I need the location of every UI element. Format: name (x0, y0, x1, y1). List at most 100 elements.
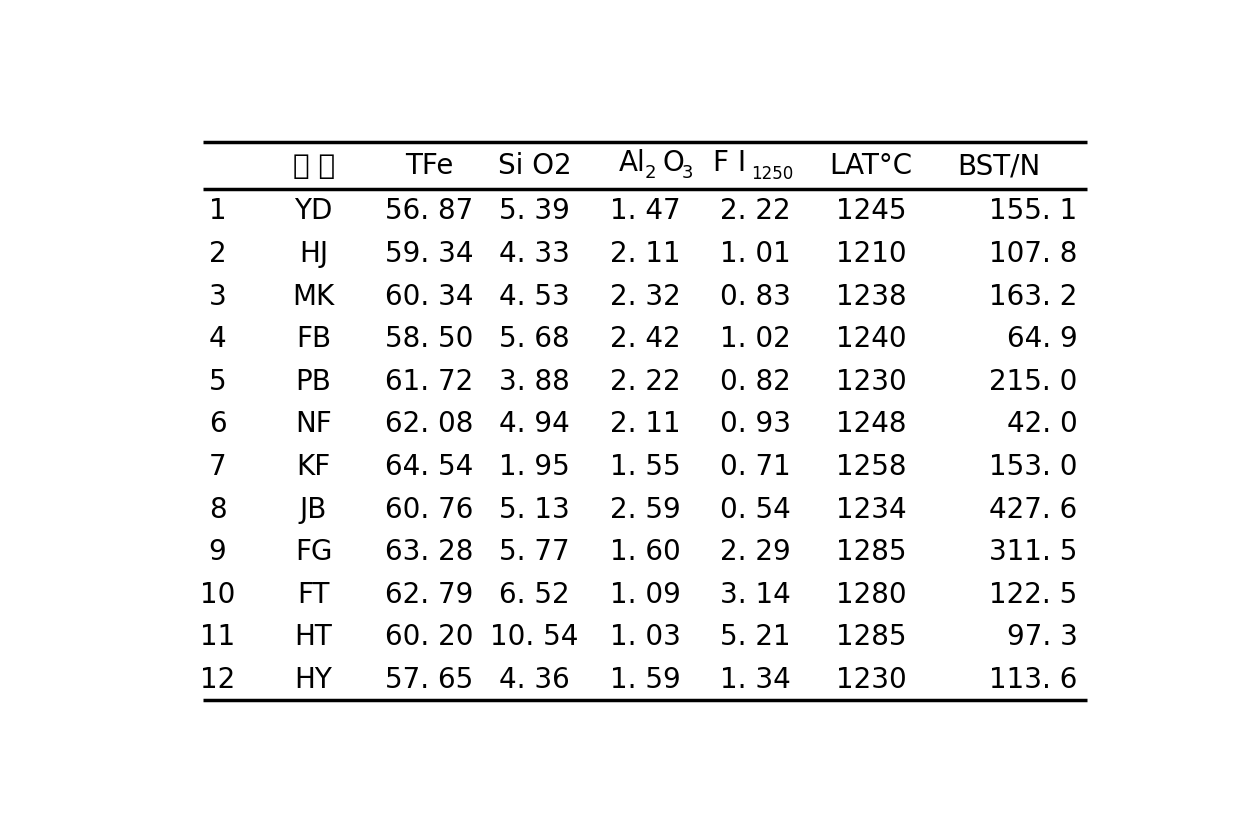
Text: 2. 42: 2. 42 (610, 324, 681, 353)
Text: 1. 02: 1. 02 (720, 324, 791, 353)
Text: 矿 种: 矿 种 (293, 152, 335, 180)
Text: 9: 9 (208, 537, 227, 566)
Text: 64. 9: 64. 9 (1007, 324, 1078, 353)
Text: 5. 39: 5. 39 (500, 197, 570, 225)
Text: F I: F I (713, 149, 746, 177)
Text: 56. 87: 56. 87 (384, 197, 472, 225)
Text: YD: YD (294, 197, 332, 225)
Text: 1210: 1210 (836, 240, 906, 268)
Text: 1. 59: 1. 59 (610, 665, 681, 693)
Text: 59. 34: 59. 34 (384, 240, 474, 268)
Text: 1. 60: 1. 60 (610, 537, 681, 566)
Text: 1. 55: 1. 55 (610, 452, 681, 481)
Text: 5. 13: 5. 13 (500, 495, 570, 523)
Text: 3: 3 (682, 163, 693, 181)
Text: 1250: 1250 (751, 165, 794, 183)
Text: 5: 5 (208, 367, 226, 396)
Text: O: O (662, 149, 684, 177)
Text: HT: HT (295, 622, 332, 650)
Text: 6: 6 (208, 410, 226, 438)
Text: 10. 54: 10. 54 (490, 622, 579, 650)
Text: 2. 22: 2. 22 (720, 197, 791, 225)
Text: 0. 71: 0. 71 (720, 452, 791, 481)
Text: 2. 11: 2. 11 (610, 240, 681, 268)
Text: 1234: 1234 (836, 495, 906, 523)
Text: 10: 10 (200, 580, 236, 608)
Text: KF: KF (296, 452, 331, 481)
Text: 1. 03: 1. 03 (610, 622, 681, 650)
Text: 2: 2 (208, 240, 226, 268)
Text: 8: 8 (208, 495, 226, 523)
Text: 153. 0: 153. 0 (990, 452, 1078, 481)
Text: 11: 11 (200, 622, 236, 650)
Text: 5. 77: 5. 77 (500, 537, 570, 566)
Text: FG: FG (295, 537, 332, 566)
Text: 7: 7 (208, 452, 226, 481)
Text: 63. 28: 63. 28 (384, 537, 474, 566)
Text: BST/N: BST/N (957, 152, 1040, 180)
Text: NF: NF (295, 410, 332, 438)
Text: 1230: 1230 (836, 665, 906, 693)
Text: 1280: 1280 (836, 580, 906, 608)
Text: Al: Al (619, 149, 645, 177)
Text: 1. 34: 1. 34 (720, 665, 791, 693)
Text: 3: 3 (208, 283, 227, 310)
Text: 60. 20: 60. 20 (384, 622, 474, 650)
Text: 1. 01: 1. 01 (720, 240, 791, 268)
Text: 64. 54: 64. 54 (384, 452, 472, 481)
Text: 60. 76: 60. 76 (384, 495, 474, 523)
Text: 1240: 1240 (836, 324, 906, 353)
Text: FB: FB (296, 324, 331, 353)
Text: 1245: 1245 (836, 197, 906, 225)
Text: 2. 11: 2. 11 (610, 410, 681, 438)
Text: 0. 83: 0. 83 (720, 283, 791, 310)
Text: 61. 72: 61. 72 (384, 367, 472, 396)
Text: 2: 2 (645, 163, 657, 181)
Text: 12: 12 (200, 665, 236, 693)
Text: 4. 36: 4. 36 (500, 665, 570, 693)
Text: 3. 88: 3. 88 (500, 367, 570, 396)
Text: 215. 0: 215. 0 (990, 367, 1078, 396)
Text: 1. 95: 1. 95 (500, 452, 570, 481)
Text: 113. 6: 113. 6 (990, 665, 1078, 693)
Text: TFe: TFe (404, 152, 453, 180)
Text: 3. 14: 3. 14 (720, 580, 791, 608)
Text: 1258: 1258 (836, 452, 906, 481)
Text: 1230: 1230 (836, 367, 906, 396)
Text: 0. 93: 0. 93 (720, 410, 791, 438)
Text: 2. 59: 2. 59 (610, 495, 681, 523)
Text: FT: FT (298, 580, 330, 608)
Text: JB: JB (300, 495, 327, 523)
Text: 2. 32: 2. 32 (610, 283, 681, 310)
Text: 163. 2: 163. 2 (990, 283, 1078, 310)
Text: PB: PB (295, 367, 331, 396)
Text: 62. 79: 62. 79 (384, 580, 474, 608)
Text: 107. 8: 107. 8 (990, 240, 1078, 268)
Text: 4. 53: 4. 53 (500, 283, 570, 310)
Text: 4. 33: 4. 33 (500, 240, 570, 268)
Text: 311. 5: 311. 5 (990, 537, 1078, 566)
Text: 62. 08: 62. 08 (384, 410, 474, 438)
Text: HY: HY (295, 665, 332, 693)
Text: 2. 29: 2. 29 (720, 537, 791, 566)
Text: 1285: 1285 (836, 537, 906, 566)
Text: 1285: 1285 (836, 622, 906, 650)
Text: 427. 6: 427. 6 (990, 495, 1078, 523)
Text: 60. 34: 60. 34 (384, 283, 474, 310)
Text: 2. 22: 2. 22 (610, 367, 681, 396)
Text: 5. 68: 5. 68 (500, 324, 570, 353)
Text: 1238: 1238 (836, 283, 906, 310)
Text: Si O2: Si O2 (497, 152, 572, 180)
Text: 5. 21: 5. 21 (720, 622, 791, 650)
Text: 1. 09: 1. 09 (610, 580, 681, 608)
Text: LAT°C: LAT°C (830, 152, 913, 180)
Text: 0. 82: 0. 82 (720, 367, 791, 396)
Text: 1. 47: 1. 47 (610, 197, 681, 225)
Text: 4. 94: 4. 94 (500, 410, 570, 438)
Text: 42. 0: 42. 0 (1007, 410, 1078, 438)
Text: 0. 54: 0. 54 (720, 495, 791, 523)
Text: 122. 5: 122. 5 (990, 580, 1078, 608)
Text: 155. 1: 155. 1 (990, 197, 1078, 225)
Text: MK: MK (293, 283, 335, 310)
Text: HJ: HJ (299, 240, 329, 268)
